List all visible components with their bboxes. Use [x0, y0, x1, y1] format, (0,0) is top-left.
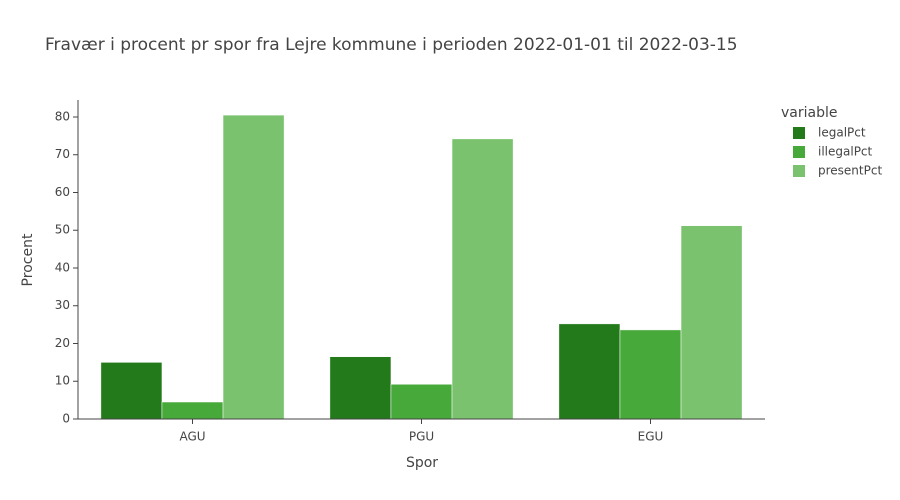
bar: [161, 401, 224, 420]
y-tick-label: 20: [55, 336, 70, 350]
bar: [619, 329, 682, 420]
bar: [222, 114, 285, 420]
bar: [100, 362, 163, 420]
x-tick-label: PGU: [409, 430, 434, 444]
legend-swatch: [793, 146, 805, 158]
y-axis-title: Procent: [20, 233, 36, 286]
y-tick-label: 0: [62, 412, 70, 426]
chart-title: Fravær i procent pr spor fra Lejre kommu…: [45, 35, 738, 55]
y-tick-label: 50: [55, 223, 70, 237]
bar: [451, 138, 514, 420]
y-tick-label: 30: [55, 298, 70, 312]
y-tick-label: 60: [55, 185, 70, 199]
bar: [680, 225, 743, 420]
legend-label: illegalPct: [818, 145, 873, 159]
bar: [558, 323, 621, 420]
legend-title: variable: [781, 105, 837, 121]
legend-label: presentPct: [818, 164, 882, 178]
legend-swatch: [793, 165, 805, 177]
legend-label: legalPct: [818, 126, 866, 140]
bar: [329, 356, 392, 420]
x-tick-label: AGU: [179, 430, 205, 444]
legend-swatch: [793, 127, 805, 139]
bar: [390, 384, 453, 420]
x-tick-label: EGU: [638, 430, 664, 444]
y-tick-label: 80: [55, 109, 70, 123]
y-tick-label: 40: [55, 260, 70, 274]
x-axis-title: Spor: [406, 455, 438, 471]
y-tick-label: 70: [55, 147, 70, 161]
y-tick-label: 10: [55, 374, 70, 388]
